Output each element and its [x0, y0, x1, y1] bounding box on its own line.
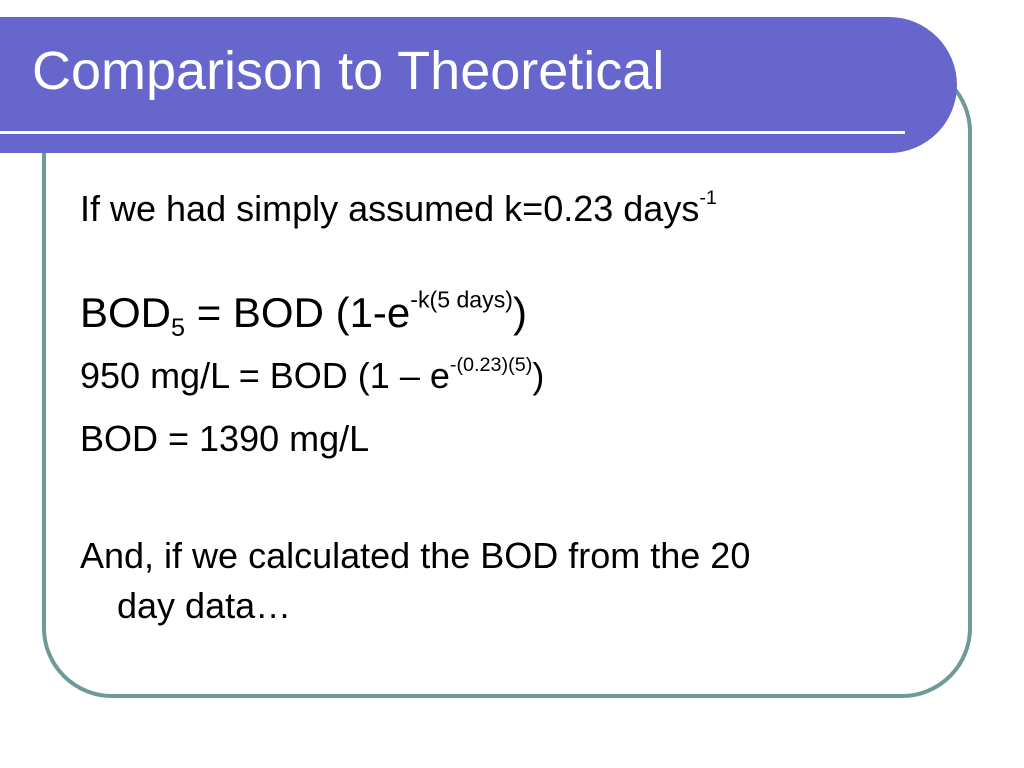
title-underline [0, 131, 905, 134]
title-bar [0, 17, 957, 153]
assumption-line: If we had simply assumed k=0.23 days-1 [80, 188, 717, 229]
followup-line: And, if we calculated the BOD from the 2… [80, 535, 751, 576]
substitution-text: 950 mg/L = BOD (1 – e [80, 355, 450, 396]
bod-formula-rhs: = BOD (1-e [185, 289, 411, 336]
bod-formula-exponent: -k(5 days) [410, 286, 513, 313]
bod-formula-subscript: 5 [171, 313, 186, 342]
assumption-text: If we had simply assumed k=0.23 days [80, 188, 700, 229]
assumption-exponent: -1 [699, 187, 717, 210]
slide-title: Comparison to Theoretical [32, 41, 665, 101]
substitution-line: 950 mg/L = BOD (1 – e-(0.23)(5)) [80, 355, 545, 396]
result-line: BOD = 1390 mg/L [80, 418, 370, 459]
followup-line-continued: day data… [117, 585, 292, 626]
bod-formula-line: BOD5 = BOD (1-e-k(5 days)) [80, 288, 527, 341]
substitution-exponent: -(0.23)(5) [449, 354, 533, 377]
substitution-close: ) [532, 355, 545, 396]
bod-formula-close: ) [512, 289, 527, 336]
content-frame [42, 62, 972, 698]
bod-formula-lhs: BOD [80, 289, 172, 336]
